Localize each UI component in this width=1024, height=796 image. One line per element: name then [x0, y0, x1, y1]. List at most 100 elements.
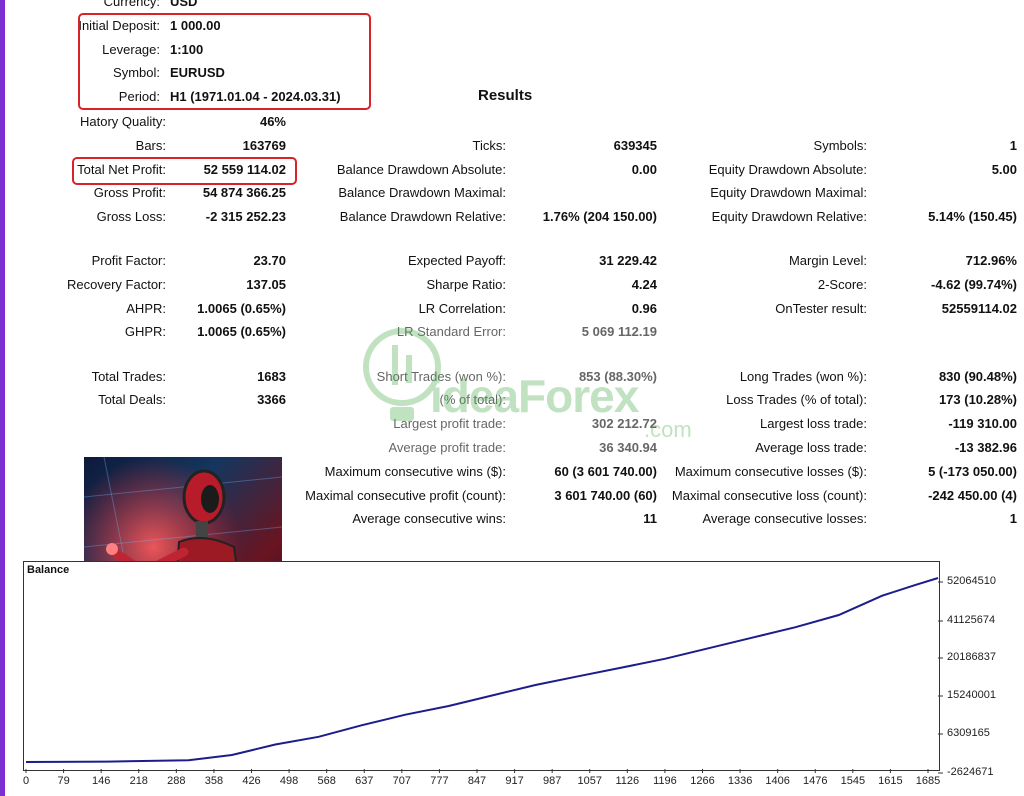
result-value: 31 229.42: [599, 253, 657, 268]
result-label: Equity Drawdown Absolute:: [708, 162, 867, 177]
y-tick-label: 6309165: [947, 727, 990, 739]
result-label: OnTester result:: [775, 301, 867, 316]
x-tick-label: 1126: [615, 775, 640, 787]
x-tick-label: 777: [430, 775, 449, 787]
x-tick-label: 1266: [690, 775, 715, 787]
x-tick-label: 498: [279, 775, 299, 787]
result-label: Loss Trades (% of total):: [726, 392, 867, 407]
result-label: Recovery Factor:: [67, 277, 166, 292]
setting-value: 1:100: [170, 42, 204, 57]
result-label: Average profit trade:: [388, 440, 506, 455]
x-tick-label: 1545: [840, 775, 866, 787]
setting-label: Currency:: [103, 0, 160, 9]
x-tick-label: 358: [204, 775, 224, 787]
result-label: Maximum consecutive losses ($):: [674, 464, 867, 479]
result-value: 173 (10.28%): [938, 392, 1017, 407]
result-value: -2 315 252.23: [205, 209, 286, 224]
result-label: Maximal consecutive profit (count):: [305, 488, 506, 503]
result-value: 3 601 740.00 (60): [554, 488, 657, 503]
x-tick-label: 917: [505, 775, 524, 787]
result-label: Hatory Quality:: [80, 114, 166, 129]
result-value: 11: [643, 511, 657, 526]
net-profit-highlight-box: [72, 157, 297, 185]
result-label: Equity Drawdown Maximal:: [710, 185, 867, 200]
setting-value: USD: [170, 0, 198, 9]
x-tick-label: 1406: [765, 775, 790, 787]
setting-label: Initial Deposit:: [78, 18, 160, 33]
result-value: 639345: [613, 138, 657, 153]
setting-label: Period:: [118, 89, 160, 104]
result-value: 0.00: [631, 162, 657, 177]
result-label: Total Trades:: [91, 369, 166, 384]
result-label: Average consecutive wins:: [352, 511, 506, 526]
result-value: -119 310.00: [948, 416, 1017, 431]
result-value: 712.96%: [965, 253, 1017, 268]
x-tick-label: 79: [57, 775, 70, 787]
result-value: 3366: [257, 392, 286, 407]
result-value: 1.0065 (0.65%): [197, 301, 286, 316]
setting-label: Leverage:: [102, 42, 160, 57]
results-title: Results: [478, 87, 533, 104]
result-label: Profit Factor:: [91, 253, 166, 268]
x-tick-label: 146: [91, 775, 111, 787]
x-tick-label: 1057: [577, 775, 602, 787]
x-tick-label: 1336: [727, 775, 753, 787]
setting-value: EURUSD: [170, 65, 225, 80]
x-tick-label: 568: [317, 775, 336, 787]
result-value: -13 382.96: [954, 440, 1017, 455]
result-label: Balance Drawdown Maximal:: [338, 185, 506, 200]
result-label: Largest profit trade:: [393, 416, 506, 431]
setting-value: 1 000.00: [170, 18, 221, 33]
result-label: Maximum consecutive wins ($):: [324, 464, 506, 479]
result-value: 5.14% (150.45): [928, 209, 1017, 224]
result-value: 5 069 112.19: [581, 324, 657, 339]
result-label: Ticks:: [472, 138, 506, 153]
result-value: 0.96: [631, 301, 657, 316]
result-value: 1.0065 (0.65%): [197, 324, 286, 339]
result-label: Equity Drawdown Relative:: [711, 209, 867, 224]
x-tick-label: 987: [542, 775, 562, 787]
result-label: Long Trades (won %):: [739, 369, 867, 384]
result-label: Average consecutive losses:: [702, 511, 867, 526]
x-tick-label: 1196: [653, 775, 677, 787]
x-tick-label: 218: [129, 775, 148, 787]
result-label: Short Trades (won %):: [376, 369, 506, 384]
result-label: LR Correlation:: [418, 301, 506, 316]
result-value: 853 (88.30%): [578, 369, 657, 384]
result-value: 60 (3 601 740.00): [554, 464, 657, 479]
left-edge-bar: [0, 0, 5, 796]
result-value: -242 450.00 (4): [928, 488, 1017, 503]
result-value: 1: [1009, 511, 1017, 526]
balance-chart-frame: [23, 561, 940, 771]
setting-label: Symbol:: [113, 65, 160, 80]
result-value: -4.62 (99.74%): [931, 277, 1017, 292]
result-label: 2-Score:: [817, 277, 867, 292]
result-label: (% of total):: [439, 392, 506, 407]
y-tick-label: 41125674: [947, 614, 996, 626]
x-tick-label: 1685: [915, 775, 941, 787]
result-label: Balance Drawdown Relative:: [339, 209, 506, 224]
result-value: 36 340.94: [599, 440, 657, 455]
result-label: LR Standard Error:: [396, 324, 506, 339]
result-value: 54 874 366.25: [202, 185, 286, 200]
y-tick-label: 15240001: [947, 689, 996, 701]
result-label: Total Deals:: [98, 392, 166, 407]
x-tick-label: 707: [392, 775, 412, 787]
x-tick-label: 1615: [878, 775, 903, 787]
result-label: Gross Profit:: [93, 185, 166, 200]
result-value: 4.24: [631, 277, 657, 292]
result-value: 830 (90.48%): [938, 369, 1017, 384]
y-tick-label: 20186837: [947, 651, 996, 663]
x-tick-label: 288: [167, 775, 186, 787]
result-label: Sharpe Ratio:: [426, 277, 507, 292]
result-label: Balance Drawdown Absolute:: [336, 162, 506, 177]
result-label: Maximal consecutive loss (count):: [671, 488, 867, 503]
x-tick-label: 0: [22, 775, 30, 787]
result-label: Bars:: [135, 138, 166, 153]
result-value: 52 559 114.02: [203, 162, 286, 177]
result-value: 52559114.02: [941, 301, 1017, 316]
result-label: GHPR:: [124, 324, 166, 339]
result-value: 5 (-173 050.00): [928, 464, 1017, 479]
result-value: 5.00: [991, 162, 1017, 177]
result-value: 137.05: [246, 277, 286, 292]
